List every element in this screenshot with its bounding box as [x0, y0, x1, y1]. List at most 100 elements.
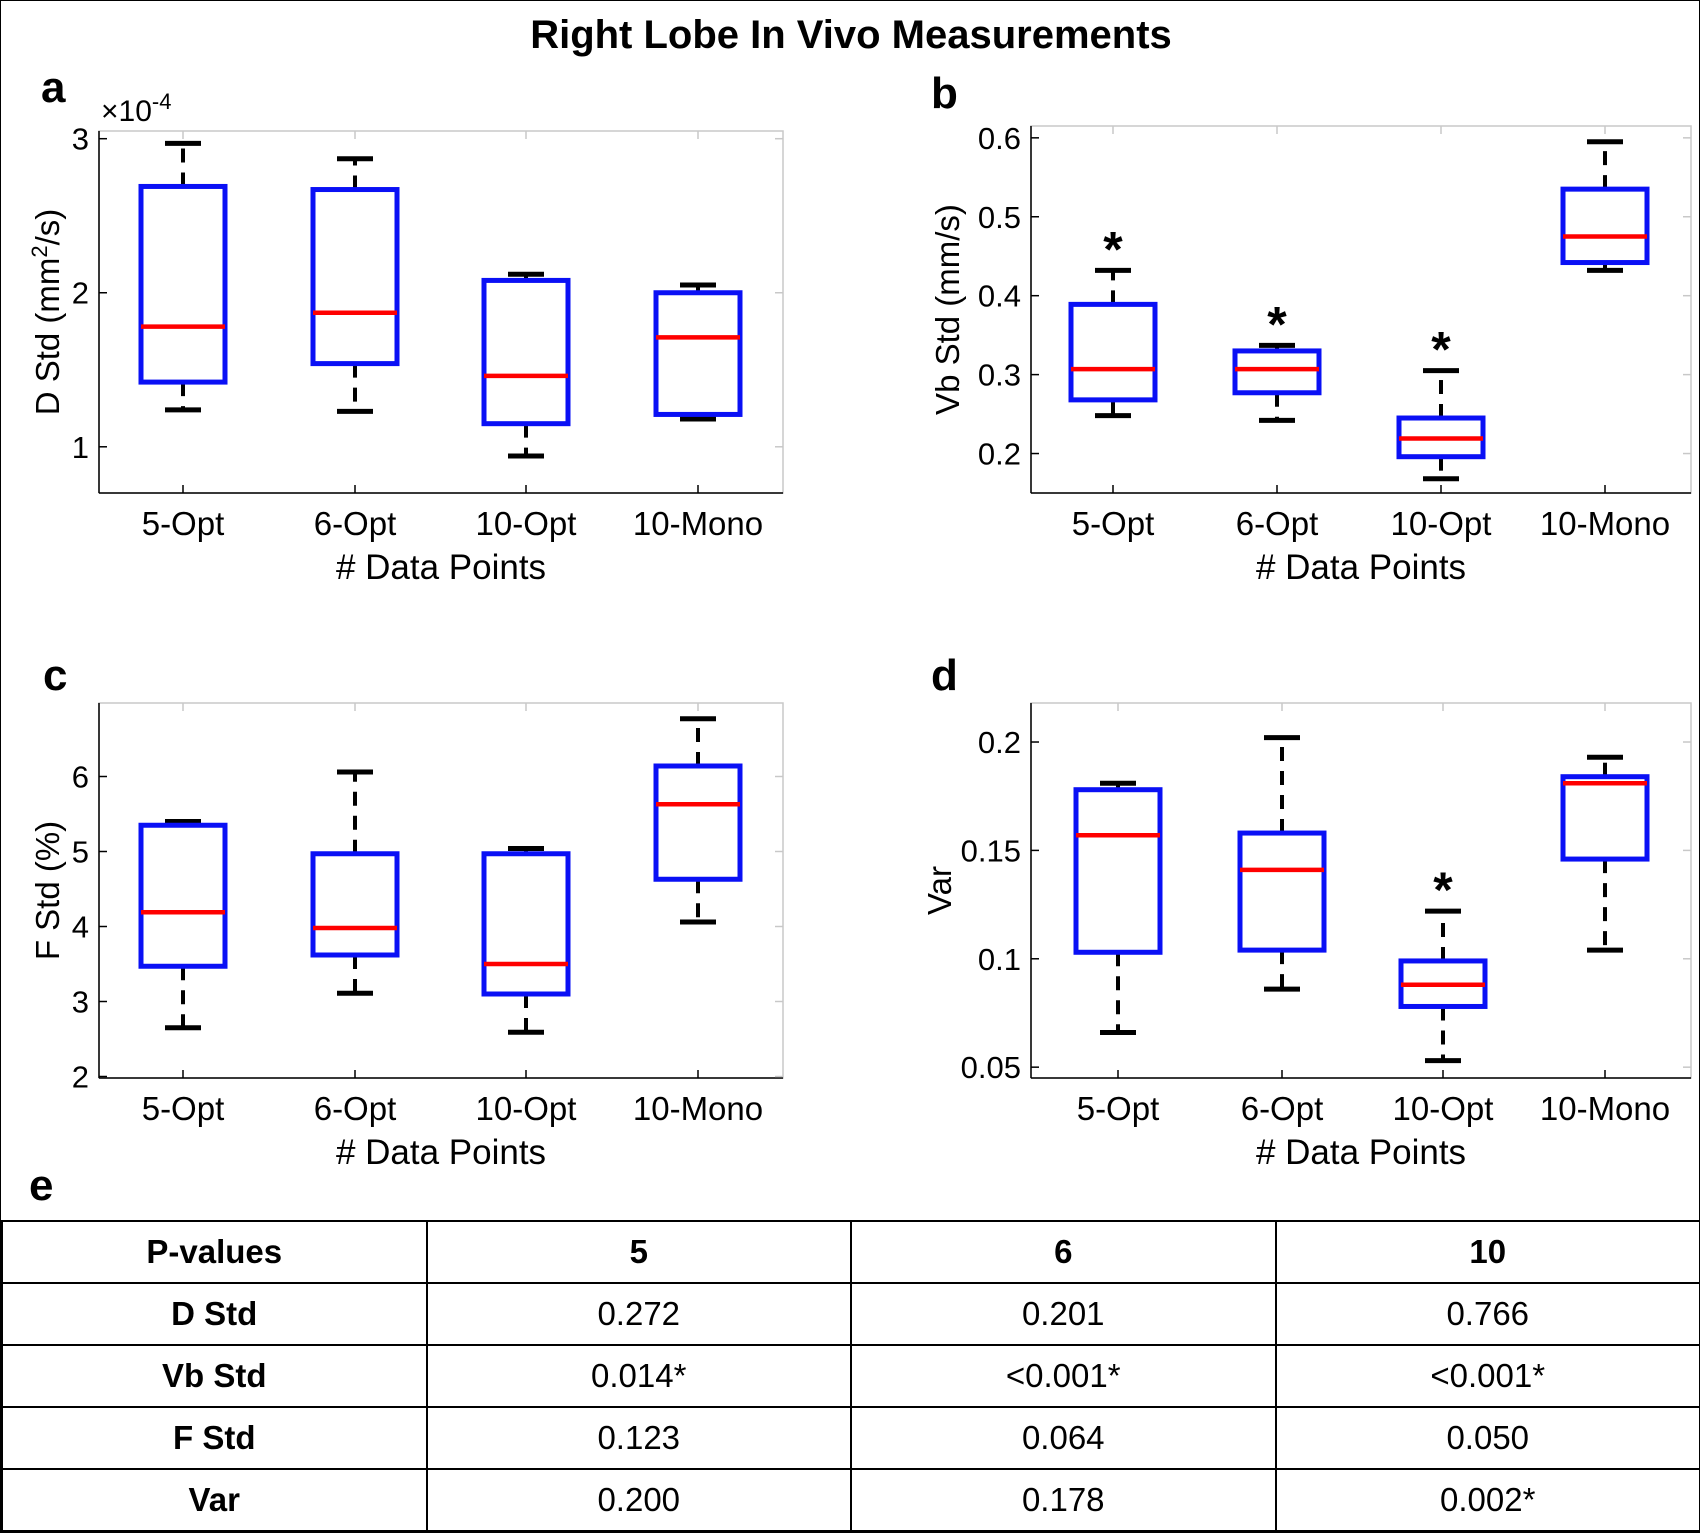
x-tick-label: 6-Opt [1241, 1090, 1324, 1127]
box-body [1563, 189, 1647, 262]
x-axis-label: # Data Points [336, 548, 546, 587]
plot-frame [99, 703, 783, 1078]
y-tick-label: 1 [72, 430, 89, 465]
table-cell: 0.123 [427, 1407, 852, 1469]
x-tick-label: 10-Opt [476, 1090, 577, 1127]
box-10-Opt [484, 849, 568, 1033]
table-header-cell: 5 [427, 1221, 852, 1283]
x-tick-label: 5-Opt [142, 505, 225, 542]
table-cell: <0.001* [851, 1345, 1276, 1407]
box-5-Opt: * [1071, 221, 1155, 415]
box-body [1240, 833, 1324, 950]
table-cell: 0.050 [1276, 1407, 1700, 1469]
box-10-Opt: * [1401, 862, 1485, 1061]
y-tick-label: 0.2 [978, 725, 1021, 760]
significance-star: * [1431, 322, 1451, 378]
x-tick-label: 5-Opt [1077, 1090, 1160, 1127]
y-tick-label: 0.2 [978, 437, 1021, 472]
box-body [484, 280, 568, 423]
box-body [484, 854, 568, 994]
box-6-Opt [313, 159, 397, 412]
y-tick-label: 0.4 [978, 279, 1021, 314]
box-5-Opt [1076, 783, 1160, 1032]
y-exponent-power: -4 [152, 89, 172, 114]
y-axis-label-main: F Std (%) [29, 821, 66, 960]
table-cell: 0.766 [1276, 1283, 1700, 1345]
x-tick-label: 10-Mono [633, 1090, 763, 1127]
x-tick-label: 10-Opt [1393, 1090, 1494, 1127]
table-row: Var 0.200 0.178 0.002* [2, 1469, 1700, 1531]
y-tick-label: 2 [72, 1060, 89, 1095]
box-body [656, 766, 740, 879]
table-row-label: D Std [2, 1283, 427, 1345]
y-exponent-base: ×10 [101, 95, 152, 128]
y-axis-label-main: D Std (mm [29, 258, 66, 416]
table-row: D Std 0.272 0.201 0.766 [2, 1283, 1700, 1345]
table-cell: 0.002* [1276, 1469, 1700, 1531]
box-body [141, 825, 225, 966]
box-body [656, 293, 740, 415]
box-body [141, 186, 225, 382]
y-exponent-label: ×10-4 [101, 89, 171, 129]
table-row-label: F Std [2, 1407, 427, 1469]
table-row: F Std 0.123 0.064 0.050 [2, 1407, 1700, 1469]
significance-star: * [1433, 862, 1453, 918]
table-row-label: Vb Std [2, 1345, 427, 1407]
box-body [1076, 790, 1160, 953]
box-10-Mono [656, 285, 740, 419]
box-10-Opt: * [1399, 322, 1483, 479]
x-tick-label: 6-Opt [314, 1090, 397, 1127]
table-header-cell: P-values [2, 1221, 427, 1283]
x-tick-label: 6-Opt [314, 505, 397, 542]
y-axis-label-sup: 2 [27, 245, 52, 257]
table-header-cell: 6 [851, 1221, 1276, 1283]
y-axis-label-main: Var [921, 866, 958, 915]
x-tick-label: 10-Mono [1540, 1090, 1670, 1127]
x-tick-label: 6-Opt [1236, 505, 1319, 542]
box-body [1235, 351, 1319, 393]
y-tick-label: 0.5 [978, 200, 1021, 235]
box-10-Mono [656, 719, 740, 922]
table-cell: 0.064 [851, 1407, 1276, 1469]
x-tick-label: 10-Opt [1391, 505, 1492, 542]
box-5-Opt [141, 143, 225, 409]
y-tick-label: 3 [72, 122, 89, 157]
y-tick-label: 0.15 [961, 833, 1021, 868]
box-10-Mono [1563, 142, 1647, 271]
table-row: Vb Std 0.014* <0.001* <0.001* [2, 1345, 1700, 1407]
significance-star: * [1267, 296, 1287, 352]
table-cell: 0.272 [427, 1283, 852, 1345]
p-value-table: P-values 5 6 10 D Std 0.272 0.201 0.766 … [1, 1220, 1700, 1532]
y-tick-label: 0.05 [961, 1050, 1021, 1085]
y-tick-label: 0.6 [978, 121, 1021, 156]
x-tick-label: 5-Opt [142, 1090, 225, 1127]
table-cell: 0.201 [851, 1283, 1276, 1345]
y-tick-label: 2 [72, 276, 89, 311]
x-axis-label: # Data Points [1256, 548, 1466, 587]
box-10-Opt [484, 274, 568, 456]
box-10-Mono [1563, 757, 1647, 950]
table-header-cell: 10 [1276, 1221, 1700, 1283]
y-axis-label: Var [921, 866, 958, 915]
x-tick-label: 10-Mono [633, 505, 763, 542]
table-cell: <0.001* [1276, 1345, 1700, 1407]
y-axis-label: F Std (%) [29, 821, 66, 960]
y-axis-label-main: Vb Std (mm/s) [929, 204, 966, 415]
table-cell: 0.200 [427, 1469, 852, 1531]
plot-frame [1031, 126, 1691, 493]
box-body [313, 190, 397, 364]
y-tick-label: 0.1 [978, 942, 1021, 977]
x-tick-label: 5-Opt [1072, 505, 1155, 542]
box-6-Opt [313, 772, 397, 993]
table-header-row: P-values 5 6 10 [2, 1221, 1700, 1283]
y-tick-label: 6 [72, 760, 89, 795]
y-tick-label: 5 [72, 835, 89, 870]
table-cell: 0.178 [851, 1469, 1276, 1531]
x-axis-label: # Data Points [336, 1133, 546, 1172]
box-body [1563, 777, 1647, 859]
y-axis-label-tail: /s) [29, 209, 66, 246]
